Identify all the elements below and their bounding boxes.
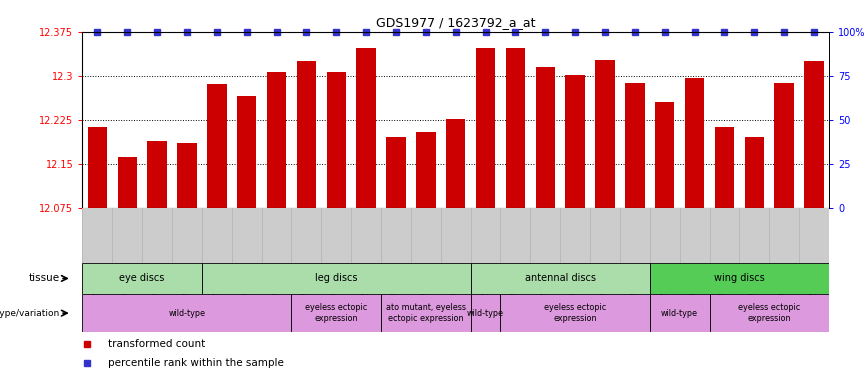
Text: eyeless ectopic
expression: eyeless ectopic expression	[738, 303, 800, 323]
Bar	[685, 78, 704, 208]
Bar	[381, 294, 470, 332]
Bar	[177, 144, 197, 208]
Bar	[625, 83, 645, 208]
Bar	[565, 75, 585, 208]
Bar	[650, 262, 829, 294]
Text: transformed count: transformed count	[108, 339, 206, 349]
Bar	[82, 294, 292, 332]
Bar	[292, 294, 381, 332]
Bar	[148, 141, 167, 208]
Bar	[117, 157, 137, 208]
Text: antennal discs: antennal discs	[525, 273, 595, 284]
Bar	[506, 48, 525, 208]
Bar	[207, 84, 227, 208]
Bar	[446, 119, 465, 208]
Bar	[536, 66, 555, 208]
Text: wild-type: wild-type	[661, 309, 698, 318]
Bar	[266, 72, 286, 208]
Bar	[326, 72, 346, 208]
Text: wild-type: wild-type	[467, 309, 504, 318]
Bar	[774, 83, 794, 208]
Text: eyeless ectopic
expression: eyeless ectopic expression	[544, 303, 606, 323]
Bar	[386, 137, 405, 208]
Bar	[501, 294, 650, 332]
Text: wild-type: wild-type	[168, 309, 206, 318]
Bar	[297, 61, 316, 208]
Text: wing discs: wing discs	[714, 273, 765, 284]
Bar	[470, 294, 501, 332]
Bar	[470, 262, 650, 294]
Text: tissue: tissue	[29, 273, 59, 284]
Text: eyeless ectopic
expression: eyeless ectopic expression	[306, 303, 367, 323]
Text: leg discs: leg discs	[315, 273, 358, 284]
Bar	[714, 127, 734, 208]
Bar	[88, 127, 107, 208]
Bar	[202, 262, 470, 294]
Text: ato mutant, eyeless
ectopic expression: ato mutant, eyeless ectopic expression	[386, 303, 466, 323]
Bar	[709, 294, 829, 332]
Bar	[805, 61, 824, 208]
Bar	[655, 102, 674, 208]
Bar	[595, 60, 615, 208]
Bar	[416, 132, 436, 208]
Text: eye discs: eye discs	[120, 273, 165, 284]
Bar	[745, 137, 764, 208]
Title: GDS1977 / 1623792_a_at: GDS1977 / 1623792_a_at	[376, 16, 536, 29]
Text: percentile rank within the sample: percentile rank within the sample	[108, 358, 285, 368]
Bar	[237, 96, 256, 208]
Bar	[476, 48, 496, 208]
Bar	[357, 48, 376, 208]
Bar	[650, 294, 709, 332]
Bar	[82, 262, 202, 294]
Text: genotype/variation: genotype/variation	[0, 309, 59, 318]
